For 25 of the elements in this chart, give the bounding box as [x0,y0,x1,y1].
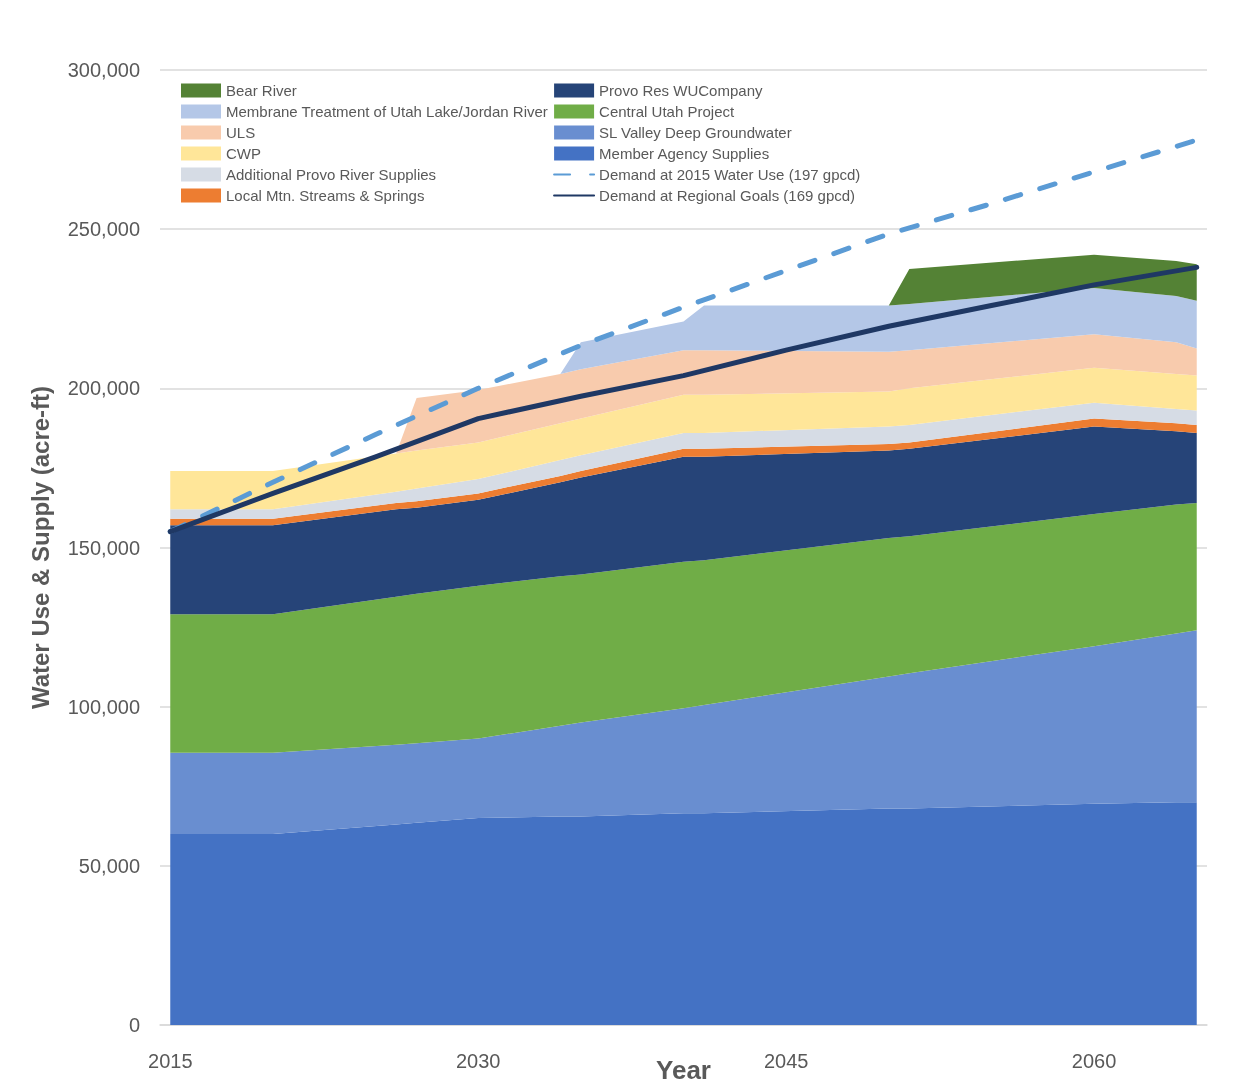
legend-label: Demand at 2015 Water Use (197 gpcd) [599,166,861,183]
x-tick-label: 2030 [455,1050,501,1072]
legend-label: Membrane Treatment of Utah Lake/Jordan River [226,103,548,120]
y-tick-label: 0 [128,1014,140,1036]
legend-label: Additional Provo River Supplies [226,166,437,183]
legend-label: ULS [226,124,256,141]
x-tick-label: 2045 [763,1050,809,1072]
y-tick-label: 100,000 [67,695,140,718]
y-axis-title: Water Use & Supply (acre-ft) [26,385,54,710]
legend-label: CWP [226,145,261,162]
x-tick-label: 2060 [1071,1050,1117,1072]
legend-label: SL Valley Deep Groundwater [599,124,792,141]
legend-label: Member Agency Supplies [599,145,770,162]
legend-label: Bear River [226,82,297,99]
x-axis-title: Year [656,1055,711,1085]
y-tick-label: 300,000 [67,59,140,81]
x-tick-label: 2015 [148,1050,193,1072]
y-tick-label: 250,000 [67,218,140,241]
legend-label: Provo Res WUCompany [599,82,763,99]
y-tick-label: 150,000 [67,536,140,559]
legend-label: Central Utah Project [599,103,735,120]
legend-label: Local Mtn. Streams & Springs [226,187,425,204]
y-tick-label: 200,000 [67,377,140,400]
legend-label: Demand at Regional Goals (169 gpcd) [599,187,856,204]
y-tick-label: 50,000 [78,854,140,877]
